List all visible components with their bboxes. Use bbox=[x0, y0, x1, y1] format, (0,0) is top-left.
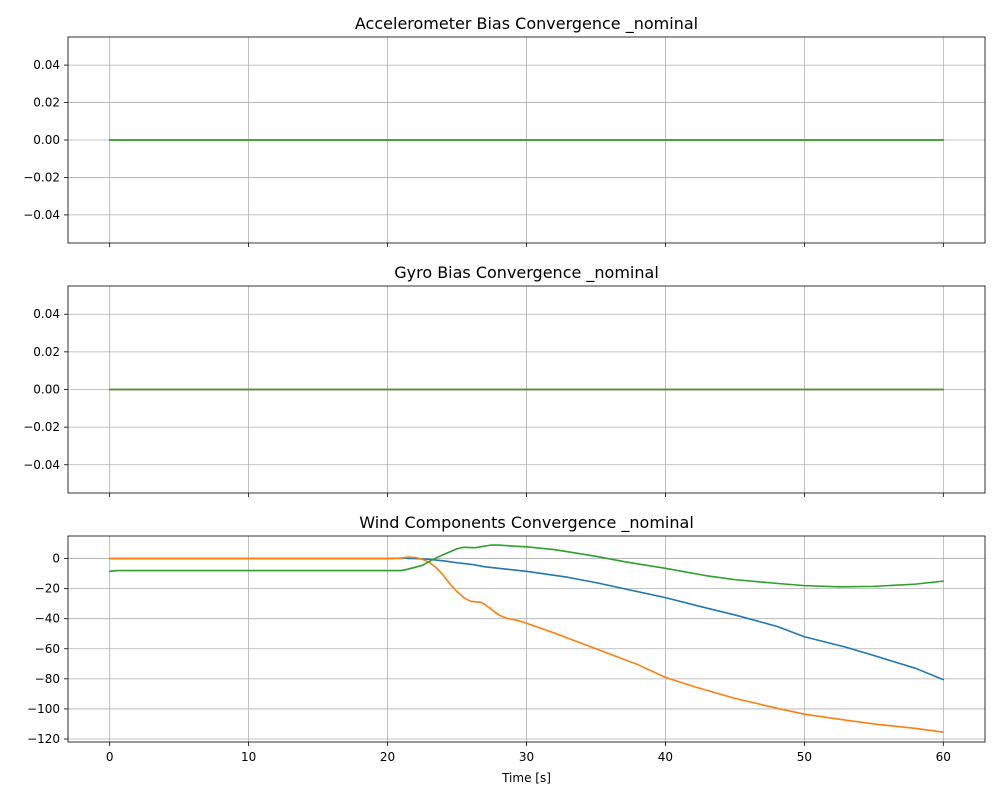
x-axis-label: Time [s] bbox=[501, 771, 551, 785]
y-tick-label: 0.02 bbox=[33, 96, 60, 110]
x-tick-label: 20 bbox=[380, 750, 395, 764]
y-tick-label: −60 bbox=[35, 642, 60, 656]
x-tick-label: 50 bbox=[797, 750, 812, 764]
panel-1: −0.04 −0.02 0.00 0.02 0.04 Accelerometer Bias… bbox=[23, 14, 986, 247]
panel-title: Wind Components Convergence _nominal bbox=[359, 513, 694, 533]
panel-title: Accelerometer Bias Convergence _nominal bbox=[355, 14, 698, 34]
panel-title: Gyro Bias Convergence _nominal bbox=[394, 263, 659, 283]
x-tick-label: 40 bbox=[658, 750, 673, 764]
x-tick-label: 0 bbox=[106, 750, 114, 764]
series-line-3 bbox=[108, 544, 945, 588]
panel-2: −0.04 −0.02 0.00 0.02 0.04 Gyro Bias Converge… bbox=[23, 263, 986, 497]
y-tick-label: −0.02 bbox=[23, 420, 60, 434]
y-tick-label: 0.00 bbox=[33, 383, 60, 397]
y-tick-label: −20 bbox=[35, 582, 60, 596]
y-tick-label: 0.02 bbox=[33, 345, 60, 359]
y-tick-label: 0 bbox=[52, 552, 60, 566]
y-tick-label: −0.04 bbox=[23, 458, 60, 472]
y-tick-label: 0.04 bbox=[33, 58, 60, 72]
series-line-2 bbox=[108, 556, 945, 734]
y-tick-label: −0.04 bbox=[23, 208, 60, 222]
y-tick-label: −100 bbox=[27, 702, 60, 716]
y-tick-label: −0.02 bbox=[23, 170, 60, 184]
x-tick-label: 10 bbox=[241, 750, 256, 764]
y-tick-label: 0.04 bbox=[33, 307, 60, 321]
y-tick-label: −80 bbox=[35, 672, 60, 686]
y-tick-label: −120 bbox=[27, 732, 60, 746]
x-tick-label: 60 bbox=[936, 750, 951, 764]
series-line-1 bbox=[108, 557, 945, 681]
x-tick-label: 30 bbox=[519, 750, 534, 764]
panel-3: 0 10 20 30 40 50 60 −120 −100 −80 −60 −40 −20 0 Wind C… bbox=[27, 513, 986, 785]
y-tick-label: −40 bbox=[35, 612, 60, 626]
y-tick-label: 0.00 bbox=[33, 133, 60, 147]
